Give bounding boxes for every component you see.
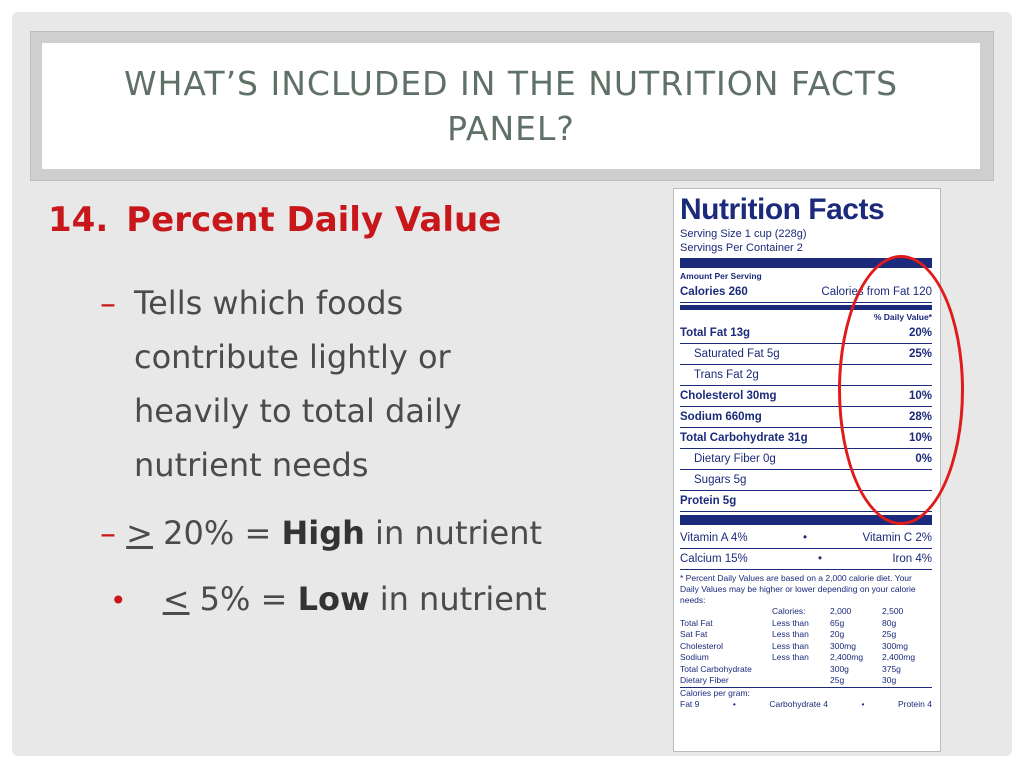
nutrient-label: Total Fat 13g <box>680 327 751 339</box>
title-line-1: WHAT’S INCLUDED IN THE NUTRITION FACTS <box>123 64 899 103</box>
dv-table-cell <box>680 606 772 618</box>
dv-table-cell: 300g <box>830 663 849 674</box>
lte-symbol: < <box>162 580 190 618</box>
dv-table-cell: 300mg <box>882 640 908 651</box>
nutrient-label: Saturated Fat 5g <box>694 348 780 360</box>
bullet-low-bold: Low <box>297 580 370 618</box>
dv-table-cell <box>772 664 830 676</box>
dv-table-cell: Sodium <box>680 652 709 662</box>
dv-table-cell: Cholesterol <box>680 640 723 651</box>
heading-number: 14. <box>48 200 109 240</box>
divider <box>680 305 932 310</box>
dv-table-cell: 20g <box>830 629 845 639</box>
dv-table-cell: Sat Fat <box>680 629 708 639</box>
vitamin-dot: • <box>803 532 808 544</box>
calories-per-gram-values: Fat 9 • Carbohydrate 4 • Protein 4 <box>680 699 932 710</box>
dv-table-cell: 25g <box>882 629 897 639</box>
bullet-line: Tells which foods <box>134 284 404 322</box>
section-heading: 14. Percent Daily Value <box>48 200 501 240</box>
dv-table-cell: 25g <box>830 675 845 685</box>
dv-table-cell: 65g <box>830 617 845 628</box>
nutrient-label: Sugars 5g <box>694 474 747 486</box>
dash-icon: – <box>100 284 116 322</box>
nutrient-label: Dietary Fiber 0g <box>694 453 776 465</box>
title-line-2: PANEL? <box>447 109 575 148</box>
dv-table-cell: Less than <box>772 640 809 651</box>
dv-table-cell: 300mg <box>830 640 856 651</box>
vitamin-row: Vitamin A 4% • Vitamin C 2% <box>680 528 932 549</box>
vitamin-dot: • <box>818 553 823 565</box>
cpg-fat: Fat 9 <box>680 698 700 709</box>
calories: Calories 260 <box>680 286 748 298</box>
bullet-line: contribute lightly or <box>134 338 451 376</box>
heading-text: Percent Daily Value <box>126 200 502 240</box>
vitamin-right: Vitamin C 2% <box>862 532 932 544</box>
dv-table-cell: 30g <box>882 675 897 685</box>
dv-table-cell: 2,400mg <box>882 652 916 662</box>
dv-table-cell: Less than <box>772 617 809 628</box>
dv-table-cell: Total Fat <box>680 617 713 628</box>
dv-table-cell: 2,400mg <box>830 652 864 662</box>
divider <box>680 258 932 268</box>
vitamin-right: Iron 4% <box>892 553 932 565</box>
nutrient-row: Protein 5g <box>680 491 932 512</box>
serving-size: Serving Size 1 cup (228g) <box>680 228 807 240</box>
dv-table-cell: 2,500 <box>882 606 904 616</box>
label-title: Nutrition Facts <box>680 193 885 226</box>
servings-per-container: Servings Per Container 2 <box>680 242 803 254</box>
bullet-high-tail: in nutrient <box>364 514 543 552</box>
bullet-high: – > 20% = High in nutrient <box>100 506 542 560</box>
amount-per-serving: Amount Per Serving <box>680 271 762 281</box>
gte-symbol: > <box>126 514 153 552</box>
divider <box>680 515 932 525</box>
highlight-circle <box>838 255 964 525</box>
dv-table-cell: 375g <box>882 663 901 674</box>
calories-per-gram: Calories per gram: <box>680 687 750 698</box>
bullet-low: • < 5% = Low in nutrient <box>100 572 547 628</box>
bullet-line: heavily to total daily <box>134 392 462 430</box>
dv-table-cell: Calories: <box>772 606 806 616</box>
footnote: * Percent Daily Values are based on a 2,… <box>680 573 916 605</box>
vitamin-left: Calcium 15% <box>680 553 748 565</box>
cpg-dot: • <box>861 698 865 709</box>
dv-table-cell: Total Carbohydrate <box>680 663 752 674</box>
title-box: WHAT’S INCLUDED IN THE NUTRITION FACTS P… <box>30 31 994 181</box>
bullet-low-tail: in nutrient <box>369 580 547 618</box>
daily-value-table: Calories: 2,000 2,500 Total Fat Less than 65g… <box>680 606 932 688</box>
dash-icon: – <box>100 514 116 552</box>
cpg-dot: • <box>732 698 736 709</box>
vitamin-left: Vitamin A 4% <box>680 532 748 544</box>
nutrient-row: Trans Fat 2g <box>680 365 932 386</box>
nutrient-label: Sodium 660mg <box>680 411 762 423</box>
nutrient-label: Trans Fat 2g <box>694 369 759 381</box>
dv-table-cell: Dietary Fiber <box>680 675 729 685</box>
bullet-low-text: 5% = <box>189 580 298 618</box>
dv-table-cell <box>772 675 830 687</box>
cpg-carb: Carbohydrate 4 <box>769 698 828 709</box>
bullet-tells: – Tells which foods contribute lightly o… <box>100 276 462 484</box>
dv-table-cell: 80g <box>882 617 897 628</box>
dv-table-cell: Less than <box>772 629 809 639</box>
cpg-protein: Protein 4 <box>897 698 932 709</box>
nutrient-label: Cholesterol 30mg <box>680 390 777 402</box>
bullet-high-text: 20% = <box>152 514 282 552</box>
dv-table-cell: 2,000 <box>830 606 852 616</box>
vitamin-row: Calcium 15% • Iron 4% <box>680 549 932 570</box>
nutrient-label: Protein 5g <box>680 495 737 507</box>
nutrient-row: Sugars 5g <box>680 470 932 491</box>
bullet-line: nutrient needs <box>134 446 369 484</box>
bullet-high-bold: High <box>281 514 365 552</box>
dv-table-cell: Less than <box>772 652 809 662</box>
slide-title: WHAT’S INCLUDED IN THE NUTRITION FACTS P… <box>42 43 980 169</box>
bullet-dot-icon: • <box>110 584 127 617</box>
nutrient-label: Total Carbohydrate 31g <box>680 432 808 444</box>
